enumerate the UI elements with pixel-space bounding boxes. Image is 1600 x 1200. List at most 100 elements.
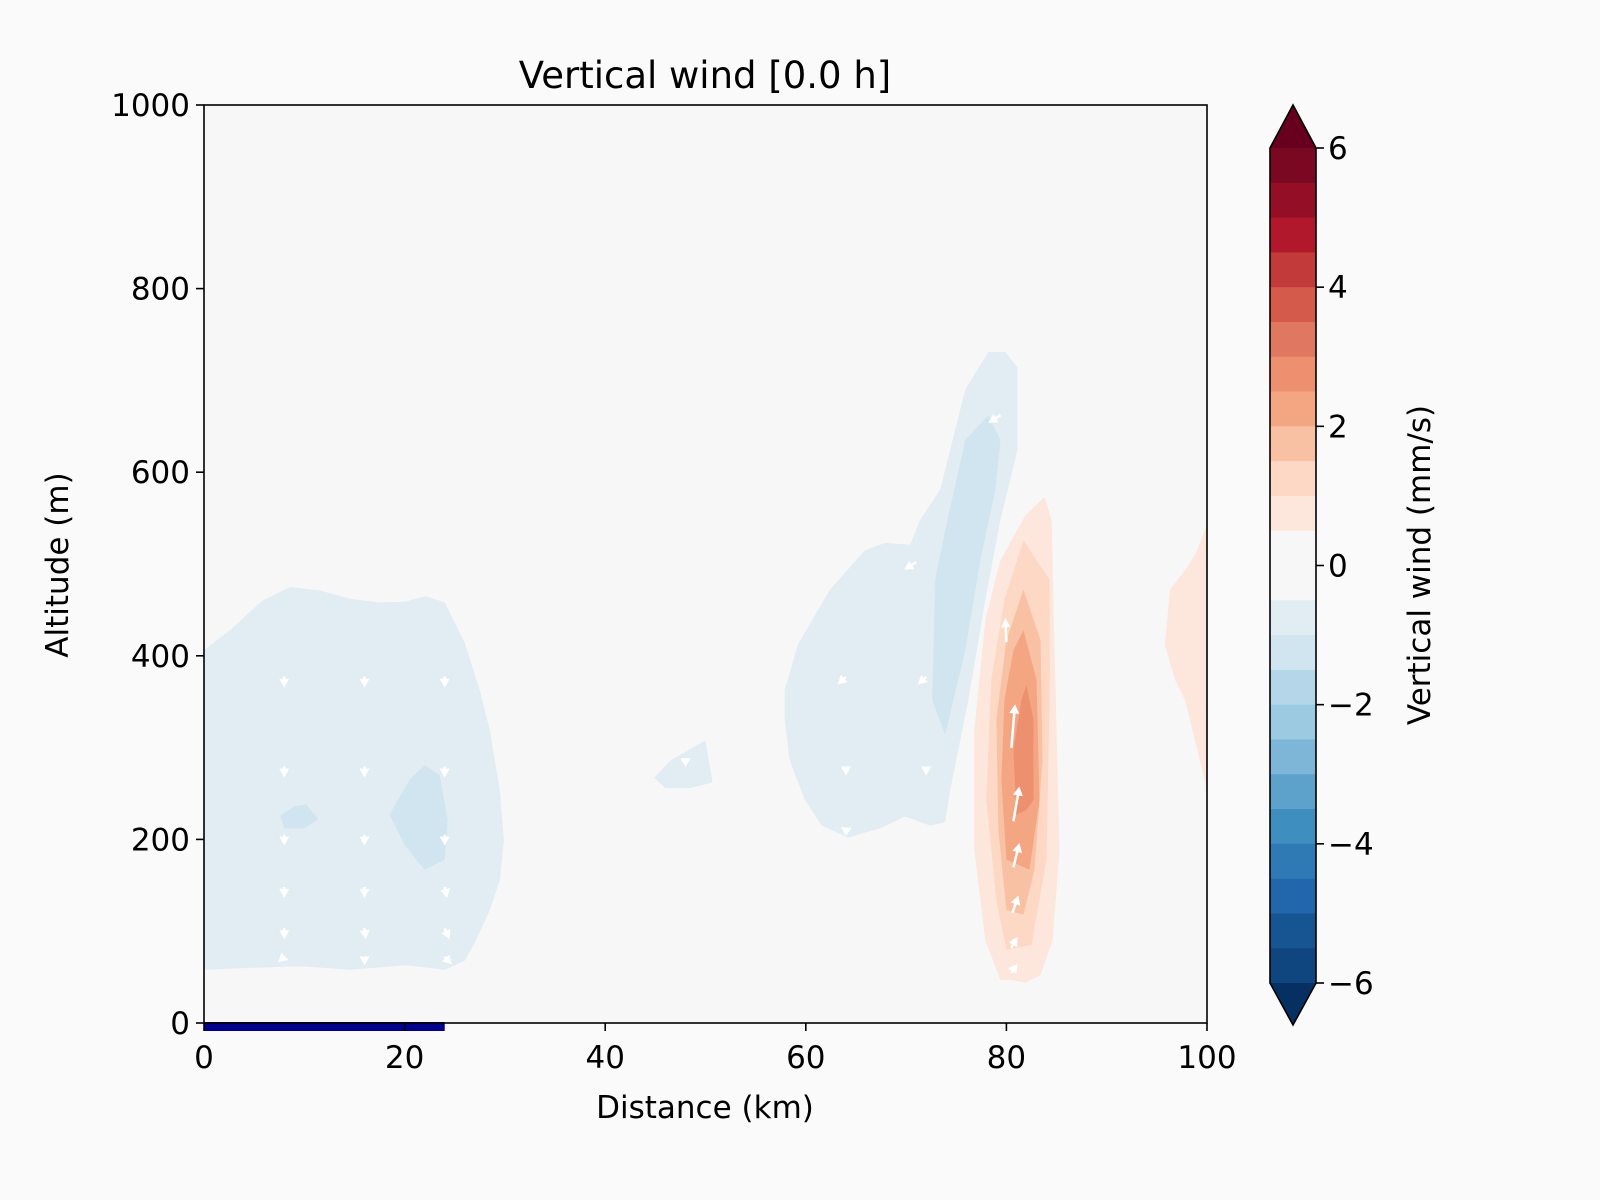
colorbar-band [1270,530,1316,566]
arrow-head [279,930,290,940]
quiver-arrow [279,886,290,898]
arrow-head [921,766,932,776]
x-tick-label: 20 [385,1040,424,1076]
colorbar-tick-label: −6 [1328,966,1374,1002]
quiver-arrow [279,766,290,778]
contour-region [204,586,504,970]
arrow-head [917,674,928,685]
colorbar-band [1270,148,1316,184]
arrow-head [1012,843,1023,854]
colorbar-band [1270,287,1316,323]
arrow-head [359,888,370,898]
quiver-arrow [442,954,452,965]
colorbar-tick-label: 6 [1328,131,1348,167]
quiver-arrow [359,834,370,846]
arrow-head [279,768,290,778]
arrow-shaft [1012,791,1020,822]
quiver-arrow [921,766,932,776]
quiver-arrow [840,766,851,776]
quiver-arrow [680,757,691,767]
colorbar-band [1270,600,1316,636]
quiver-arrow [278,952,289,963]
quiver-arrow [359,676,370,688]
colorbar-band [1270,426,1316,462]
y-tick-label: 600 [131,455,190,491]
quiver-arrow [359,928,370,940]
arrow-head [441,928,451,940]
arrow-head [1000,618,1011,628]
quiver-arrow [279,928,290,940]
arrow-head [988,413,999,423]
x-tick-label: 40 [585,1040,624,1076]
quiver-arrow [439,676,450,688]
colorbar-extend-min [1270,983,1316,1025]
arrow-head [279,678,290,688]
colorbar-band [1270,843,1316,880]
arrow-head [439,768,450,778]
colorbar-band [1270,774,1316,810]
contour-region [1164,525,1207,790]
colorbar-label: Vertical wind (mm/s) [1402,405,1438,725]
quiver-arrow [1008,963,1018,975]
colorbar-band [1270,461,1316,497]
arrow-head [1008,936,1018,948]
surface-bar [204,1022,445,1031]
colorbar-band [1270,217,1316,253]
arrow-head [359,836,370,846]
contour-region [280,804,319,829]
contour-region [1013,685,1034,815]
colorbar-band [1270,252,1316,288]
quiver-arrow [439,766,450,778]
arrow-head [1008,963,1018,975]
arrow-shaft [1010,709,1016,748]
colorbar-band [1270,391,1316,427]
quiver-arrow [1000,618,1011,643]
arrow-head [837,674,848,685]
colorbar-band [1270,739,1316,775]
quiver-arrow [359,766,370,778]
colorbar-tick-label: −2 [1328,688,1374,724]
colorbar: −6 −4 −2 0 2 4 6 [1269,103,1374,1027]
quiver-arrow [988,413,1002,423]
quiver-arrow [1012,843,1023,868]
x-tick-label: 100 [1177,1040,1236,1076]
arrow-head [359,678,370,688]
arrow-head [439,678,450,688]
x-tick-label: 0 [194,1040,214,1076]
colorbar-extend-max [1270,105,1316,148]
colorbar-band [1270,321,1316,358]
arrow-head [440,888,451,898]
chart-title: Vertical wind [0.0 h] [519,54,891,97]
contour-region [932,415,1001,735]
arrow-head [904,560,915,570]
colorbar-band [1270,669,1316,706]
y-tick-label: 400 [131,639,190,675]
quiver-arrow [917,674,928,685]
quiver-arrow [359,956,370,966]
quiver-arrow [279,834,290,846]
quiver-arrow [441,927,451,940]
quiver-arrow [279,676,290,688]
colorbar-tick-label: 2 [1328,409,1348,445]
quiver-arrow [1010,895,1021,914]
colorbar-tick-label: 0 [1328,549,1348,585]
arrow-head [359,956,370,966]
quiver-arrow [359,886,370,898]
quiver-arrow [440,886,451,898]
contour-region [389,765,448,870]
colorbar-band [1270,948,1316,984]
y-tick-label: 1000 [111,88,190,124]
y-axis-label: Altitude (m) [40,472,76,657]
arrow-head [680,757,691,767]
colorbar-band [1270,565,1316,601]
arrow-head [359,768,370,778]
quiver-arrow [837,674,848,685]
arrow-head [1009,704,1020,714]
colorbar-tick-label: −4 [1328,827,1374,863]
plot-area [204,105,1207,1031]
x-tick-label: 80 [987,1040,1026,1076]
colorbar-band [1270,495,1316,532]
quiver-arrow [841,826,852,837]
colorbar-band [1270,809,1316,845]
colorbar-band [1270,913,1316,949]
